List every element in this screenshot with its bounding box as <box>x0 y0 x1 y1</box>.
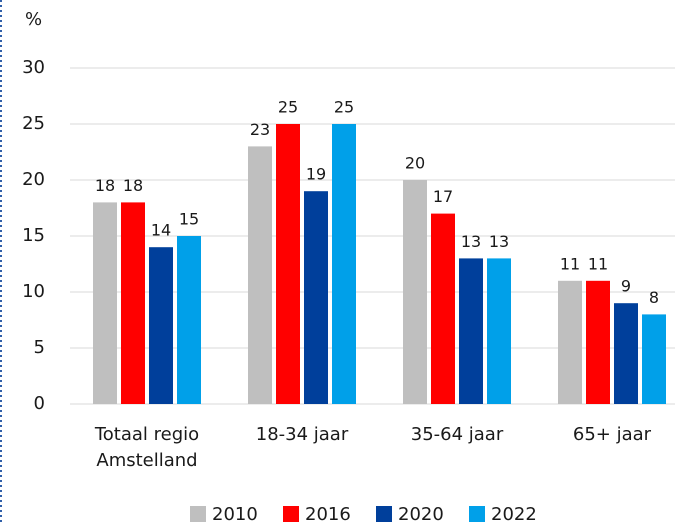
legend-swatch <box>376 506 392 522</box>
bar <box>431 213 455 404</box>
bar <box>332 124 356 404</box>
x-tick-label: 18-34 jaar <box>255 424 349 445</box>
y-tick-label: 10 <box>22 281 45 302</box>
bar <box>121 202 145 404</box>
value-label: 13 <box>461 232 481 251</box>
legend-label: 2016 <box>305 504 351 525</box>
legend-label: 2020 <box>398 504 444 525</box>
bar <box>403 180 427 404</box>
legend-swatch <box>190 506 206 522</box>
bar <box>93 202 117 404</box>
value-label: 15 <box>179 210 199 229</box>
value-label: 17 <box>433 187 453 206</box>
bar <box>558 280 582 404</box>
bar <box>614 303 638 404</box>
value-label: 18 <box>123 176 143 195</box>
x-tick-label: 35-64 jaar <box>410 424 504 445</box>
value-label: 11 <box>560 254 580 273</box>
bar <box>248 146 272 404</box>
value-label: 20 <box>405 154 425 173</box>
bar <box>642 314 666 404</box>
value-label: 13 <box>489 232 509 251</box>
bar <box>586 280 610 404</box>
value-label: 25 <box>334 98 354 117</box>
value-label: 11 <box>588 254 608 273</box>
value-label: 8 <box>649 288 659 307</box>
bar <box>177 236 201 404</box>
y-tick-label: 30 <box>22 57 45 78</box>
y-tick-label: 25 <box>22 113 45 134</box>
value-label: 18 <box>95 176 115 195</box>
y-tick-label: 15 <box>22 225 45 246</box>
x-tick-label: Totaal regio Amstelland <box>94 424 200 471</box>
y-axis-label: % <box>25 9 42 30</box>
legend-label: 2010 <box>212 504 258 525</box>
legend-swatch <box>283 506 299 522</box>
bar <box>487 258 511 404</box>
y-tick-label: 0 <box>34 393 45 414</box>
y-tick-label: 5 <box>34 337 45 358</box>
bar <box>276 124 300 404</box>
bar <box>149 247 173 404</box>
value-label: 23 <box>250 120 270 139</box>
x-tick-label: 65+ jaar <box>572 424 652 445</box>
legend-swatch <box>469 506 485 522</box>
value-label: 25 <box>278 98 298 117</box>
y-tick-label: 20 <box>22 169 45 190</box>
value-label: 9 <box>621 277 631 296</box>
value-label: 14 <box>151 221 171 240</box>
bar <box>304 191 328 404</box>
value-label: 19 <box>306 165 326 184</box>
bar <box>459 258 483 404</box>
legend-label: 2022 <box>491 504 537 525</box>
